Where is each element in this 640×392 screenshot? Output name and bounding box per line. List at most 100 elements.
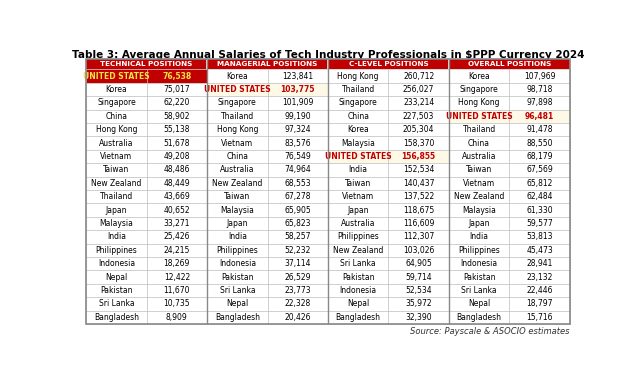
Bar [86, 284, 147, 297]
Bar [207, 257, 268, 270]
Bar [207, 190, 268, 203]
Text: 88,550: 88,550 [526, 138, 553, 147]
Bar [509, 190, 570, 203]
Bar [86, 59, 207, 69]
Bar [207, 83, 268, 96]
Text: Korea: Korea [106, 85, 127, 94]
Bar [268, 110, 328, 123]
Bar [449, 284, 509, 297]
Text: Source: Payscale & ASOCIO estimates: Source: Payscale & ASOCIO estimates [410, 327, 570, 336]
Text: Sri Lanka: Sri Lanka [99, 299, 134, 309]
Text: 101,909: 101,909 [282, 98, 314, 107]
Text: 227,503: 227,503 [403, 112, 435, 121]
Bar [449, 230, 509, 243]
Text: 33,271: 33,271 [164, 219, 190, 228]
Bar [328, 69, 388, 83]
Bar [449, 203, 509, 217]
Bar [328, 230, 388, 243]
Bar [86, 110, 147, 123]
Bar [328, 284, 388, 297]
Bar [328, 96, 388, 110]
Bar [449, 297, 509, 310]
Bar [268, 83, 328, 96]
Bar [388, 136, 449, 150]
Text: India: India [107, 232, 126, 241]
Text: 48,486: 48,486 [164, 165, 190, 174]
Text: New Zealand: New Zealand [454, 192, 504, 201]
Text: Pakistan: Pakistan [221, 272, 253, 281]
Bar [388, 163, 449, 176]
Text: 62,220: 62,220 [164, 98, 190, 107]
Bar [147, 176, 207, 190]
Bar [328, 217, 388, 230]
Text: 45,473: 45,473 [526, 246, 553, 255]
Text: 55,138: 55,138 [164, 125, 190, 134]
Bar [268, 230, 328, 243]
Text: 35,972: 35,972 [405, 299, 432, 309]
Bar [147, 163, 207, 176]
Text: 26,529: 26,529 [285, 272, 311, 281]
Bar [328, 59, 449, 69]
Text: Nepal: Nepal [106, 272, 127, 281]
Text: 23,773: 23,773 [284, 286, 311, 295]
Bar [86, 190, 147, 203]
Text: 61,330: 61,330 [526, 205, 553, 214]
Text: Indonesia: Indonesia [461, 259, 498, 268]
Bar [86, 69, 147, 83]
Text: Vietnam: Vietnam [463, 179, 495, 188]
Text: 107,969: 107,969 [524, 72, 556, 81]
Bar [449, 217, 509, 230]
Text: 59,577: 59,577 [526, 219, 553, 228]
Bar [268, 96, 328, 110]
Text: 28,941: 28,941 [526, 259, 553, 268]
Text: 20,426: 20,426 [285, 313, 311, 322]
Text: Indonesia: Indonesia [340, 286, 377, 295]
Bar [328, 110, 388, 123]
Bar [268, 243, 328, 257]
Text: India: India [228, 232, 247, 241]
Text: Australia: Australia [99, 138, 134, 147]
Bar [147, 297, 207, 310]
Text: Bangladesh: Bangladesh [215, 313, 260, 322]
Text: Malaysia: Malaysia [462, 205, 496, 214]
Bar [268, 136, 328, 150]
Bar [388, 110, 449, 123]
Bar [147, 243, 207, 257]
Text: 68,179: 68,179 [526, 152, 553, 161]
Bar [509, 243, 570, 257]
Bar [388, 257, 449, 270]
Bar [86, 176, 147, 190]
Bar [509, 96, 570, 110]
Text: 118,675: 118,675 [403, 205, 435, 214]
Text: 140,437: 140,437 [403, 179, 435, 188]
Text: Sri Lanka: Sri Lanka [220, 286, 255, 295]
Text: New Zealand: New Zealand [212, 179, 262, 188]
Bar [207, 150, 268, 163]
Text: Thailand: Thailand [221, 112, 254, 121]
Bar [268, 163, 328, 176]
Text: Singapore: Singapore [339, 98, 378, 107]
Text: 10,735: 10,735 [164, 299, 190, 309]
Text: C-LEVEL POSITIONS: C-LEVEL POSITIONS [349, 62, 428, 67]
Text: Vietnam: Vietnam [221, 138, 253, 147]
Bar [86, 123, 147, 136]
Bar [147, 203, 207, 217]
Bar [509, 257, 570, 270]
Text: 65,905: 65,905 [284, 205, 311, 214]
Text: Hong Kong: Hong Kong [337, 72, 379, 81]
Text: China: China [227, 152, 248, 161]
Text: 91,478: 91,478 [526, 125, 553, 134]
Bar [207, 96, 268, 110]
Bar [328, 243, 388, 257]
Text: Bangladesh: Bangladesh [456, 313, 502, 322]
Text: 68,553: 68,553 [284, 179, 311, 188]
Text: Sri Lanka: Sri Lanka [340, 259, 376, 268]
Bar [388, 270, 449, 284]
Bar [509, 83, 570, 96]
Text: India: India [470, 232, 488, 241]
Bar [86, 136, 147, 150]
Bar [268, 257, 328, 270]
Text: Hong Kong: Hong Kong [95, 125, 137, 134]
Text: Taiwan: Taiwan [103, 165, 129, 174]
Bar [328, 257, 388, 270]
